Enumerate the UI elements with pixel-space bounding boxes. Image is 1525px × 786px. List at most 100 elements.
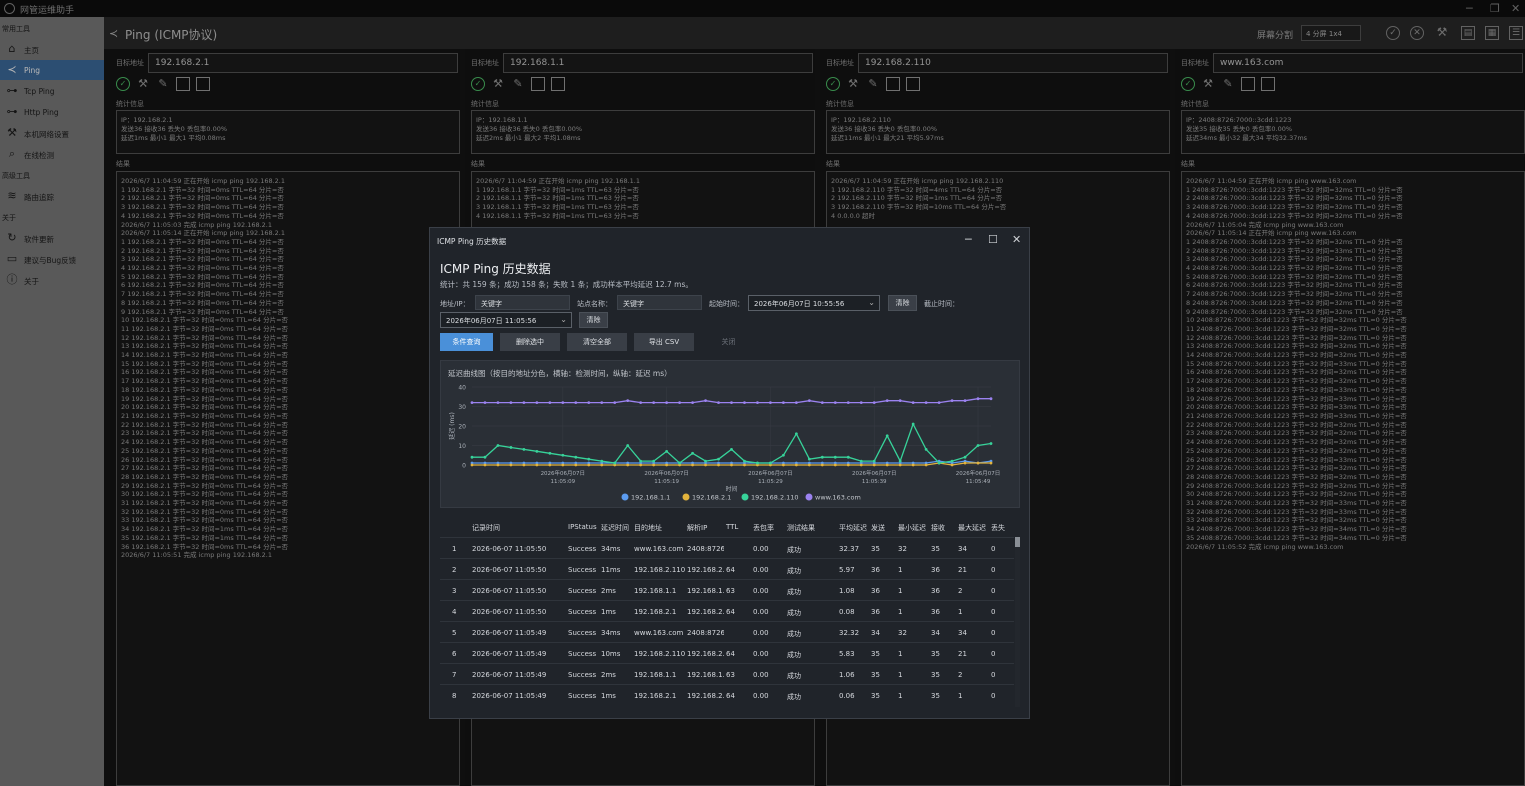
sidebar-item-home[interactable]: ⌂ 主页 <box>0 39 104 59</box>
clear-end-button[interactable]: 清除 <box>579 312 608 328</box>
log-line: 10 192.168.2.1 字节=32 时间=0ms TTL=64 分片=否 <box>121 316 289 325</box>
target-input[interactable]: 192.168.1.1 <box>503 53 813 73</box>
start-time-picker[interactable]: 2026年06月07日 10:55:56 ⌄ <box>748 295 880 311</box>
minimize-icon[interactable]: ─ <box>1466 2 1473 15</box>
wrench-icon[interactable]: ⚒ <box>138 77 148 90</box>
col-header[interactable]: 接收 <box>931 524 945 532</box>
data-point <box>743 463 746 467</box>
sidebar-item-traceroute[interactable]: ≋ 路由追踪 <box>7 189 54 203</box>
split-icon[interactable] <box>886 77 900 91</box>
log-line: 32 2408:8726:7000::3cdd:1223 字节=32 时间=33… <box>1186 507 1407 516</box>
split-icon[interactable] <box>176 77 190 91</box>
sidebar-item-tcp-ping[interactable]: ⊶ Tcp Ping <box>6 84 55 97</box>
table-cell: 35 <box>931 650 940 658</box>
col-header[interactable]: TTL <box>726 523 739 531</box>
sidebar-item-feedback[interactable]: ▭ 建议与Bug反馈 <box>6 252 77 266</box>
close-icon[interactable]: ✕ <box>1511 2 1521 15</box>
start-icon[interactable]: ✓ <box>1181 77 1195 91</box>
wrench-icon[interactable]: ⚒ <box>493 77 503 90</box>
check-icon[interactable]: ✓ <box>1386 26 1400 40</box>
delete-selected-button[interactable]: 删除选中 <box>500 333 560 351</box>
layout-1x4-icon[interactable]: ▤ <box>1461 26 1475 40</box>
table-cell: 成功 <box>787 693 801 701</box>
data-point <box>574 461 578 465</box>
result-log[interactable]: 2026/6/7 11:04:59 正在开始 icmp ping 192.168… <box>116 171 460 786</box>
layout-rows-icon[interactable]: ☰ <box>1509 26 1523 40</box>
latency-chart-svg: 0 10 20 30 40 2026年06月07日 11:05:09 2026年06月07日 1… <box>448 385 1000 502</box>
log-line: 2 192.168.2.1 字节=32 时间=0ms TTL=64 分片=否 <box>121 194 284 203</box>
maximize-icon[interactable]: ☐ <box>988 233 998 246</box>
close-icon[interactable]: ✕ <box>1012 233 1022 246</box>
split-icon[interactable] <box>1241 77 1255 91</box>
col-header[interactable]: 目的地址 <box>634 524 662 532</box>
addr-input[interactable]: 关键字 <box>475 295 570 310</box>
sidebar-item-net-settings[interactable]: ⚒ 本机网络设置 <box>7 126 69 140</box>
history-icon[interactable] <box>551 77 565 91</box>
table-row[interactable]: 8 2026-06-07 11:05:49 Success 1ms 192.168.2.… <box>440 684 1014 705</box>
col-header[interactable]: 记录时间 <box>472 524 500 532</box>
history-icon[interactable] <box>1261 77 1275 91</box>
history-icon[interactable] <box>196 77 210 91</box>
col-header[interactable]: 解析IP <box>687 524 708 532</box>
table-cell: 6 <box>452 650 457 658</box>
edit-icon[interactable]: ✎ <box>1223 77 1233 90</box>
legend-marker <box>682 493 690 501</box>
y-tick-label: 40 <box>458 385 466 392</box>
start-icon[interactable]: ✓ <box>116 77 130 91</box>
log-line: 33 192.168.2.1 字节=32 时间=0ms TTL=64 分片=否 <box>121 516 289 525</box>
sidebar-item-online-check[interactable]: ⌕ 在线检测 <box>0 144 104 164</box>
export-csv-button[interactable]: 导出 CSV <box>634 333 694 351</box>
data-point <box>574 455 578 459</box>
history-icon[interactable] <box>906 77 920 91</box>
sidebar-item-ping[interactable]: ≺ Ping <box>0 60 104 80</box>
edit-icon[interactable]: ✎ <box>158 77 168 90</box>
sidebar-item-update[interactable]: ↻ 软件更新 <box>7 231 54 245</box>
sidebar-item-about[interactable]: ⓘ 关于 <box>6 273 40 287</box>
target-input[interactable]: 192.168.2.1 <box>148 53 458 73</box>
start-icon[interactable]: ✓ <box>826 77 840 91</box>
wrench-icon[interactable]: ⚒ <box>1436 25 1448 39</box>
target-input[interactable]: www.163.com <box>1213 53 1523 73</box>
col-header[interactable]: 测试结果 <box>787 524 815 532</box>
clear-all-button[interactable]: 清空全部 <box>567 333 627 351</box>
edit-icon[interactable]: ✎ <box>868 77 878 90</box>
col-header[interactable]: 平均延迟 <box>839 524 867 532</box>
query-button[interactable]: 条件查询 <box>440 333 493 351</box>
maximize-icon[interactable]: ❐ <box>1490 2 1500 15</box>
table-row[interactable]: 7 2026-06-07 11:05:49 Success 2ms 192.168.1.… <box>440 663 1014 684</box>
layout-grid-icon[interactable]: ▦ <box>1485 26 1499 40</box>
table-row[interactable]: 4 2026-06-07 11:05:50 Success 1ms 192.168.2.… <box>440 600 1014 621</box>
wrench-icon[interactable]: ⚒ <box>848 77 858 90</box>
data-point <box>613 463 617 467</box>
col-header[interactable]: 最大延迟 <box>958 524 986 532</box>
minimize-icon[interactable]: ─ <box>965 233 972 246</box>
split-select[interactable]: 4 分屏 1x4 <box>1301 25 1361 41</box>
col-header[interactable]: 延迟时间 <box>601 524 629 532</box>
target-input[interactable]: 192.168.2.110 <box>858 53 1168 73</box>
scrollbar-thumb[interactable] <box>1015 537 1020 547</box>
table-row[interactable]: 6 2026-06-07 11:05:49 Success 10ms 192.168.2… <box>440 642 1014 663</box>
site-input[interactable]: 关键字 <box>617 295 702 310</box>
col-header[interactable]: 丢包率 <box>753 524 774 532</box>
wrench-icon[interactable]: ⚒ <box>1203 77 1213 90</box>
col-header[interactable]: 丢失 <box>991 524 1005 532</box>
col-header[interactable]: IPStatus <box>568 523 597 531</box>
col-header[interactable]: 发送 <box>871 524 885 532</box>
close-button[interactable]: 关闭 <box>721 338 736 346</box>
end-time-picker[interactable]: 2026年06月07日 11:05:56 ⌄ <box>440 312 572 328</box>
log-line: 2026/6/7 11:04:59 正在开始 icmp ping 192.168… <box>476 177 641 185</box>
grid-scrollbar[interactable] <box>1015 537 1020 707</box>
sidebar-item-http-ping[interactable]: ⊶ Http Ping <box>6 105 59 118</box>
edit-icon[interactable]: ✎ <box>513 77 523 90</box>
split-icon[interactable] <box>531 77 545 91</box>
table-row[interactable]: 2 2026-06-07 11:05:50 Success 11ms 192.168.2… <box>440 558 1014 579</box>
table-row[interactable]: 5 2026-06-07 11:05:49 Success 34ms www.163.c… <box>440 621 1014 642</box>
stop-icon[interactable]: ✕ <box>1410 26 1424 40</box>
start-icon[interactable]: ✓ <box>471 77 485 91</box>
clear-start-button[interactable]: 清除 <box>888 295 917 311</box>
home-icon: ⌂ <box>8 42 16 55</box>
data-point <box>665 463 669 467</box>
table-row[interactable]: 3 2026-06-07 11:05:50 Success 2ms 192.168.1.… <box>440 579 1014 600</box>
col-header[interactable]: 最小延迟 <box>898 524 926 532</box>
table-row[interactable]: 1 2026-06-07 11:05:50 Success 34ms www.163.c… <box>440 537 1014 558</box>
